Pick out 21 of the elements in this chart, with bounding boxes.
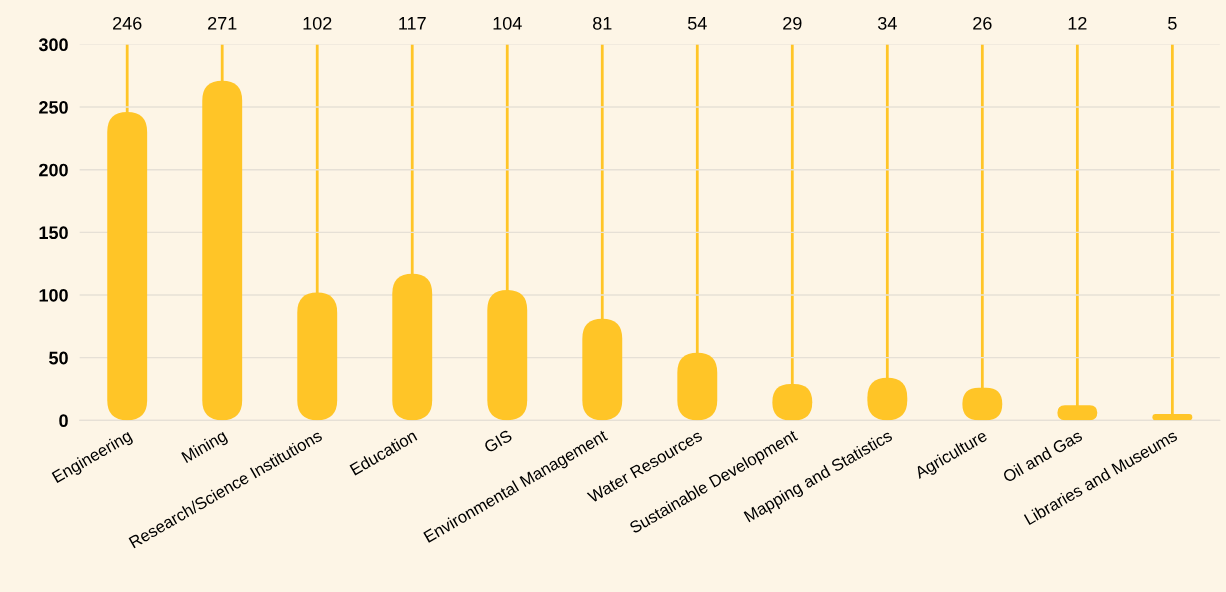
text: 34 xyxy=(877,16,897,30)
text: 104 xyxy=(493,16,522,30)
y-tick-label: 200 xyxy=(39,163,68,177)
y-tick-label: 300 xyxy=(38,38,68,52)
x-tick-label: GIS xyxy=(483,429,513,454)
text: 54 xyxy=(687,17,707,30)
text: 29 xyxy=(783,16,802,30)
text: 12 xyxy=(1068,16,1087,30)
x-tick-label: Oil and Gas xyxy=(1001,428,1083,483)
text: 271 xyxy=(208,16,237,30)
y-tick-label: 250 xyxy=(39,100,68,114)
text: 81 xyxy=(593,16,612,30)
text: 246 xyxy=(113,16,142,30)
text: 26 xyxy=(973,16,992,30)
y-tick-label: 150 xyxy=(39,226,68,240)
text: 117 xyxy=(399,17,426,30)
text: 5 xyxy=(1168,17,1177,30)
y-tick-label: 100 xyxy=(39,288,68,302)
y-tick-label: 50 xyxy=(49,351,68,365)
y-tick-label: 0 xyxy=(59,414,68,428)
text: 102 xyxy=(303,16,332,30)
